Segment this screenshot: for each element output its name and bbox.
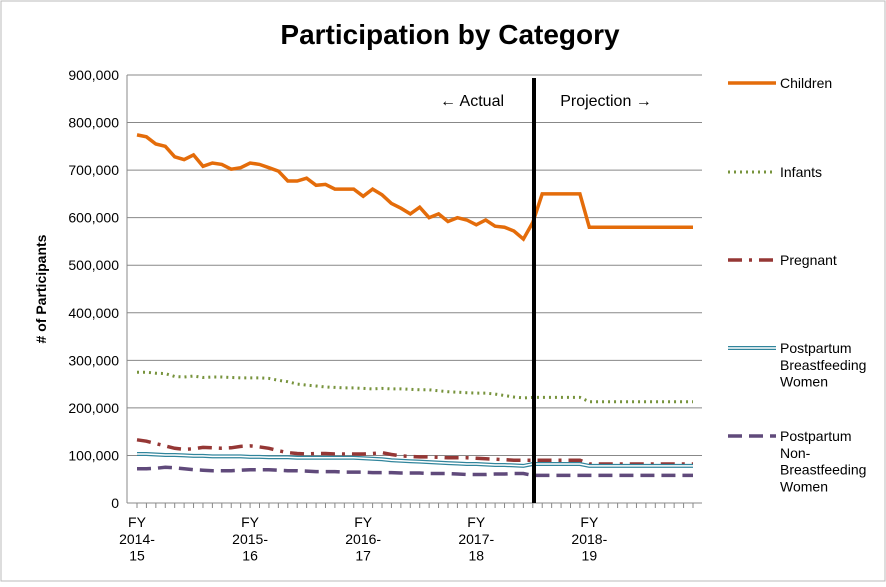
- series-line: [136, 133, 693, 242]
- y-tick-label: 300,000: [68, 352, 119, 368]
- y-tick-label: 600,000: [68, 210, 119, 226]
- x-tick-label: FY 2014-15: [119, 514, 155, 564]
- legend-label: Children: [780, 75, 832, 91]
- x-tick-label: FY 2015-16: [232, 514, 268, 564]
- y-tick-label: 400,000: [68, 305, 119, 321]
- legend-label: Infants: [780, 164, 822, 180]
- x-tick-label: FY 2016-17: [345, 514, 381, 564]
- series-line: [137, 465, 693, 478]
- annotation: Projection →: [560, 93, 652, 110]
- y-tick-label: 200,000: [68, 400, 119, 416]
- legend-label: Postpartum Breastfeeding Women: [780, 340, 866, 390]
- x-tick-label: FY 2017-18: [458, 514, 494, 564]
- y-tick-label: 800,000: [68, 115, 119, 131]
- y-tick-label: 500,000: [68, 257, 119, 273]
- annotation: ← Actual: [440, 93, 504, 110]
- y-tick-label: 0: [111, 495, 119, 511]
- y-tick-label: 100,000: [68, 447, 119, 463]
- y-tick-label: 700,000: [68, 162, 119, 178]
- legend-label: Postpartum Non-Breastfeeding Women: [780, 428, 866, 494]
- series-line-inner: [137, 453, 693, 467]
- y-tick-label: 900,000: [68, 67, 119, 83]
- chart-title: Participation by Category: [280, 19, 620, 50]
- legend-label: Pregnant: [780, 252, 837, 268]
- x-tick-label: FY 2018-19: [571, 514, 607, 564]
- y-axis-label: # of Participants: [33, 234, 49, 343]
